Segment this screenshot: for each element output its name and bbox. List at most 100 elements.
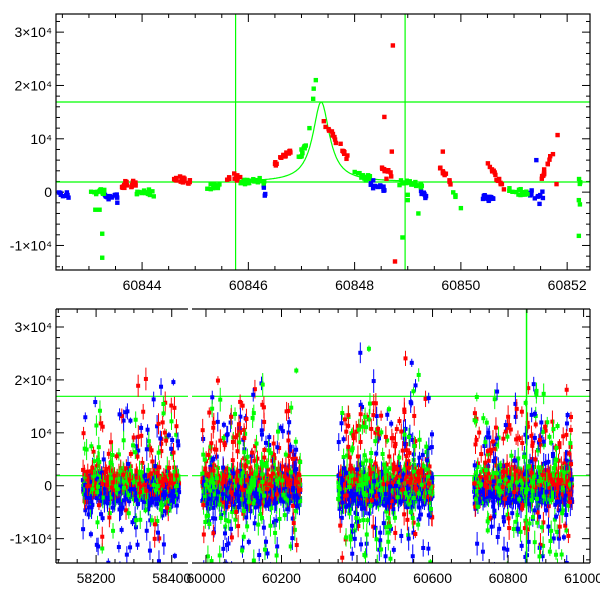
data-point-red bbox=[150, 448, 154, 452]
data-point-green bbox=[127, 493, 131, 497]
data-point-red bbox=[330, 129, 334, 133]
y-tick-label: 10⁴ bbox=[30, 425, 52, 441]
data-point-blue bbox=[100, 471, 104, 475]
data-point-blue bbox=[422, 190, 426, 194]
data-point-red bbox=[85, 484, 89, 488]
data-point-red bbox=[153, 537, 157, 541]
data-point-blue bbox=[58, 191, 62, 195]
data-point-red bbox=[144, 377, 148, 381]
data-point-green bbox=[342, 455, 346, 459]
data-point-blue bbox=[83, 508, 87, 512]
data-point-red bbox=[110, 485, 114, 489]
data-point-red bbox=[107, 515, 111, 519]
data-point-red bbox=[171, 482, 175, 486]
data-point-green bbox=[531, 515, 535, 519]
data-point-blue bbox=[144, 479, 148, 483]
data-point-blue bbox=[95, 496, 99, 500]
data-point-green bbox=[510, 190, 514, 194]
data-point-blue bbox=[262, 185, 266, 189]
data-point-red bbox=[382, 115, 386, 119]
data-point-red bbox=[99, 421, 103, 425]
data-point-green bbox=[304, 143, 308, 147]
data-point-blue bbox=[146, 428, 150, 432]
data-point-blue bbox=[226, 432, 230, 436]
data-point-green bbox=[400, 235, 404, 239]
data-point-red bbox=[545, 162, 549, 166]
data-point-blue bbox=[529, 192, 533, 196]
data-point-green bbox=[577, 198, 581, 202]
data-point-green bbox=[408, 179, 412, 183]
y-tick-label: 3×10⁴ bbox=[14, 24, 52, 40]
data-point-green bbox=[109, 461, 113, 465]
data-point-green bbox=[100, 232, 104, 236]
data-point-blue bbox=[115, 201, 119, 205]
data-point-blue bbox=[487, 199, 491, 203]
data-point-green bbox=[356, 171, 360, 175]
data-point-green bbox=[577, 234, 581, 238]
data-point-red bbox=[391, 43, 395, 47]
y-tick-label: 2×10⁴ bbox=[14, 372, 52, 388]
data-point-red bbox=[104, 467, 108, 471]
data-point-blue bbox=[93, 400, 97, 404]
data-point-blue bbox=[124, 410, 128, 414]
data-point-red bbox=[390, 149, 394, 153]
data-point-red bbox=[227, 177, 231, 181]
data-point-blue bbox=[120, 528, 124, 532]
data-point-green bbox=[216, 186, 220, 190]
data-point-green bbox=[169, 419, 173, 423]
data-point-green bbox=[416, 211, 420, 215]
data-point-blue bbox=[167, 433, 171, 437]
data-point-green bbox=[366, 518, 370, 522]
plot-frame bbox=[56, 14, 590, 270]
data-point-blue bbox=[337, 440, 341, 444]
data-point-green bbox=[111, 529, 115, 533]
data-point-blue bbox=[374, 184, 378, 188]
data-point-blue bbox=[532, 382, 536, 386]
data-point-blue bbox=[126, 462, 130, 466]
data-point-red bbox=[172, 451, 176, 455]
data-point-green bbox=[150, 189, 154, 193]
data-point-red bbox=[520, 441, 524, 445]
data-point-red bbox=[216, 379, 220, 383]
data-point-red bbox=[207, 411, 211, 415]
data-point-red bbox=[386, 168, 390, 172]
data-point-blue bbox=[399, 534, 403, 538]
data-point-green bbox=[362, 553, 366, 557]
data-point-green bbox=[361, 518, 365, 522]
data-point-blue bbox=[89, 532, 93, 536]
data-point-blue bbox=[247, 540, 251, 544]
data-point-green bbox=[93, 208, 97, 212]
x-tick-label: 60844 bbox=[123, 277, 162, 293]
data-point-red bbox=[403, 356, 407, 360]
data-point-green bbox=[96, 458, 100, 462]
data-point-red bbox=[389, 174, 393, 178]
data-point-red bbox=[136, 435, 140, 439]
data-point-red bbox=[155, 471, 159, 475]
data-point-blue bbox=[159, 385, 163, 389]
data-point-blue bbox=[279, 426, 283, 430]
data-point-red bbox=[359, 412, 363, 416]
data-point-blue bbox=[392, 548, 396, 552]
data-point-green bbox=[205, 187, 209, 191]
data-point-green bbox=[262, 181, 266, 185]
data-point-red bbox=[140, 461, 144, 465]
data-point-blue bbox=[136, 543, 140, 547]
data-point-green bbox=[159, 508, 163, 512]
data-point-green bbox=[548, 550, 552, 554]
data-point-blue bbox=[117, 545, 121, 549]
data-point-red bbox=[188, 180, 192, 184]
data-point-red bbox=[161, 420, 165, 424]
data-point-red bbox=[100, 535, 104, 539]
data-point-blue bbox=[102, 457, 106, 461]
data-point-red bbox=[175, 474, 179, 478]
data-point-red bbox=[278, 155, 282, 159]
data-point-red bbox=[288, 149, 292, 153]
data-point-blue bbox=[359, 542, 363, 546]
data-point-blue bbox=[350, 552, 354, 556]
data-point-green bbox=[414, 184, 418, 188]
plot-area bbox=[56, 0, 590, 270]
data-point-blue bbox=[211, 506, 215, 510]
data-point-green bbox=[95, 490, 99, 494]
data-point-blue bbox=[411, 554, 415, 558]
